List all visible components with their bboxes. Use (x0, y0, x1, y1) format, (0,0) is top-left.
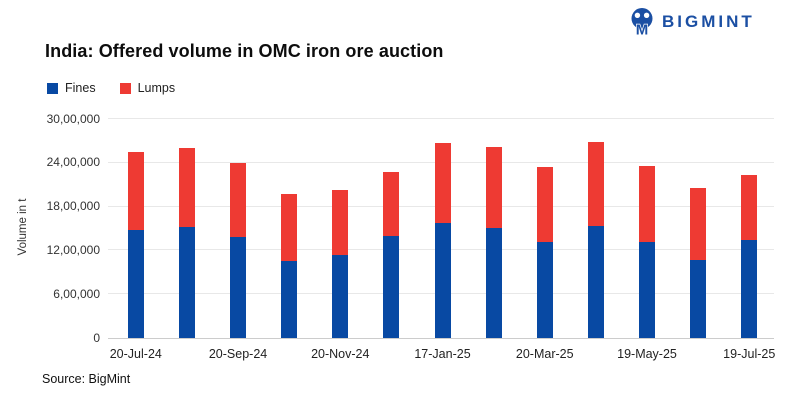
bar-segment-lumps (178, 148, 195, 228)
bar-segment-lumps (536, 167, 553, 242)
legend-label-fines: Fines (65, 81, 96, 95)
y-axis-tick-label: 18,00,000 (46, 199, 100, 214)
y-axis-tick-label: 0 (93, 330, 100, 345)
bar-segment-fines (485, 227, 502, 338)
bar (690, 119, 707, 338)
y-axis: 0 6,00,000 12,00,000 18,00,000 24,00,000 30,0… (0, 112, 100, 345)
bar-segment-lumps (587, 142, 604, 227)
legend-label-lumps: Lumps (137, 81, 176, 95)
y-axis-tick-label: 6,00,000 (53, 286, 100, 301)
bar-segment-fines (383, 235, 400, 338)
bar-segment-lumps (332, 189, 349, 255)
source-note: Source: BigMint (42, 372, 131, 386)
x-axis-tick-label: 20-Mar-25 (515, 347, 574, 361)
bar-segment-lumps (485, 147, 502, 228)
bigmint-logo-icon: M (629, 7, 655, 39)
bar-segment-fines (178, 227, 195, 338)
x-axis-tick-label: 20-Nov-24 (311, 347, 370, 361)
bar-segment-fines (281, 260, 298, 338)
x-axis-line (108, 338, 774, 339)
bigmint-logo-text: BIGMINT (662, 12, 755, 31)
legend: Fines Lumps (47, 81, 175, 95)
bar-segment-fines (434, 222, 451, 338)
bar-segment-fines (332, 254, 349, 338)
x-axis-tick-label: 20-Sep-24 (208, 347, 268, 361)
bar (639, 119, 655, 338)
bar-segment-fines (127, 229, 144, 338)
chart-title: India: Offered volume in OMC iron ore au… (45, 41, 444, 61)
bar-segment-lumps (383, 172, 400, 236)
y-axis-tick-label: 30,00,000 (46, 111, 100, 126)
y-axis-tick-label: 12,00,000 (46, 242, 100, 257)
bar (178, 119, 195, 338)
legend-item-fines: Fines (47, 81, 96, 95)
plot-area (108, 118, 774, 339)
bar-segment-lumps (434, 143, 451, 223)
bar-segment-fines (690, 259, 707, 338)
bar (587, 119, 604, 338)
legend-item-lumps: Lumps (119, 81, 176, 95)
bar (281, 119, 298, 338)
bar-segment-lumps (230, 162, 247, 238)
svg-text:M: M (636, 22, 649, 38)
x-axis-tick-label: 19-May-25 (617, 347, 677, 361)
bar (536, 119, 553, 338)
legend-swatch-fines (47, 82, 58, 94)
x-axis-tick-label: 20-Jul-24 (109, 347, 162, 361)
bar (332, 119, 349, 338)
bar (434, 119, 451, 338)
x-axis-tick-label: 17-Jan-25 (414, 347, 471, 361)
bar-segment-lumps (281, 194, 298, 261)
bar (741, 119, 758, 338)
bar-segment-lumps (690, 187, 707, 260)
bar-segment-lumps (639, 165, 655, 242)
x-axis: 20-Jul-24 20-Sep-24 20-Nov-24 17-Jan-25 20-M… (0, 347, 799, 365)
bar-segment-fines (230, 237, 247, 338)
gridline (108, 118, 774, 119)
bar-segment-fines (639, 241, 655, 338)
bigmint-logo: M BIGMINT (629, 7, 755, 39)
y-axis-tick-label: 24,00,000 (46, 155, 100, 170)
bar-segment-lumps (127, 151, 144, 230)
bar-segment-fines (741, 240, 758, 338)
bar-segment-fines (587, 226, 604, 338)
x-axis-tick-label: 19-Jul-25 (723, 347, 776, 361)
legend-swatch-lumps (119, 82, 131, 94)
bar (230, 119, 247, 338)
bar-segment-lumps (741, 174, 758, 241)
bar (383, 119, 400, 338)
bar (127, 119, 144, 338)
bar-segment-fines (536, 241, 553, 338)
bar (485, 119, 502, 338)
